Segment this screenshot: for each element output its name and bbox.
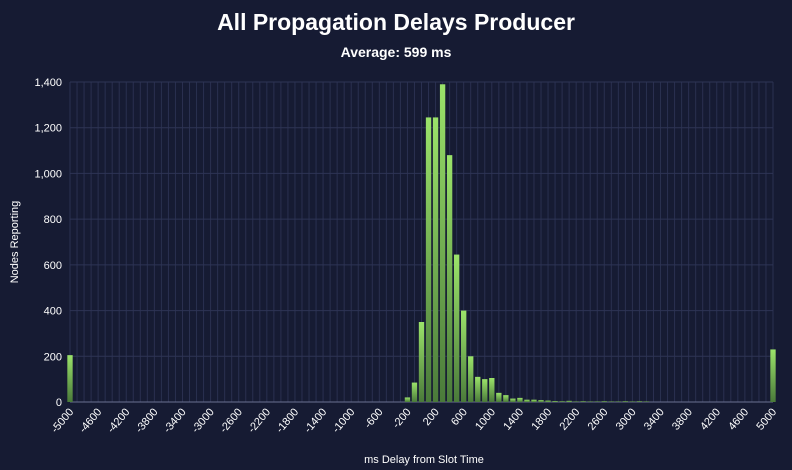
y-tick-label: 600 — [44, 260, 62, 272]
bar — [531, 399, 537, 402]
bar — [503, 395, 509, 402]
x-tick-label: -2600 — [218, 406, 245, 435]
y-axis-label: Nodes Reporting — [9, 201, 21, 284]
x-tick-label: -1800 — [274, 406, 301, 435]
chart-title: All Propagation Delays Producer — [217, 9, 575, 35]
y-tick-label: 400 — [44, 306, 62, 318]
x-tick-label: 600 — [449, 406, 470, 428]
x-tick-label: 1000 — [473, 406, 498, 432]
x-tick-label: -4200 — [105, 406, 132, 435]
y-tick-label: 800 — [44, 214, 62, 226]
x-tick-label: -3400 — [161, 406, 188, 435]
y-tick-label: 1,200 — [34, 123, 62, 135]
x-tick-label: 2200 — [558, 406, 583, 432]
x-tick-label: 1400 — [501, 406, 526, 432]
x-tick-label: 5000 — [754, 406, 779, 432]
bar — [446, 155, 453, 402]
y-tick-label: 200 — [44, 351, 62, 363]
y-tick-labels: 0 200 400 600 800 1,000 1,200 1,400 — [34, 77, 62, 409]
bar — [67, 355, 73, 402]
x-axis-label: ms Delay from Slot Time — [364, 454, 484, 466]
bar — [453, 254, 460, 402]
bar — [411, 382, 418, 402]
bar — [622, 401, 629, 402]
bar — [552, 401, 558, 402]
bar — [524, 399, 530, 402]
bar — [439, 84, 446, 403]
bar — [559, 401, 565, 402]
x-tick-label: 4200 — [698, 406, 723, 432]
bar — [538, 400, 544, 402]
x-tick-label: 4600 — [726, 406, 751, 432]
x-tick-label: -5000 — [49, 406, 76, 435]
bar — [404, 397, 411, 402]
x-tick-label: 1800 — [529, 406, 554, 432]
bar — [418, 322, 425, 402]
bar — [770, 349, 776, 402]
y-tick-label: 1,000 — [34, 168, 62, 180]
x-tick-label: -200 — [390, 406, 413, 431]
bar — [475, 376, 481, 402]
x-tick-label: 3800 — [670, 406, 695, 432]
bar — [636, 401, 643, 402]
bar — [566, 400, 572, 402]
bar — [482, 379, 488, 402]
bar — [468, 356, 474, 402]
bar — [461, 310, 467, 402]
bar — [489, 378, 495, 402]
bar — [432, 117, 439, 402]
y-tick-label: 0 — [56, 397, 62, 409]
bar — [545, 400, 551, 402]
chart-subtitle: Average: 599 ms — [341, 44, 452, 60]
x-tick-label: -1400 — [302, 406, 329, 435]
bar — [517, 397, 523, 402]
bar — [580, 401, 586, 402]
y-tick-label: 1,400 — [34, 77, 62, 89]
x-tick-label: -4600 — [77, 406, 104, 435]
x-tick-label: 3000 — [614, 406, 639, 432]
grid-lines — [69, 81, 774, 403]
x-tick-label: -1000 — [330, 406, 357, 435]
x-tick-label: -3800 — [133, 406, 160, 435]
bar — [601, 401, 607, 402]
bar — [510, 398, 516, 402]
bars — [67, 84, 776, 403]
x-tick-label: -600 — [362, 406, 385, 431]
x-tick-label: 2600 — [586, 406, 611, 432]
x-tick-label: 3400 — [642, 406, 667, 432]
x-tick-label: -2200 — [246, 406, 273, 435]
bar — [425, 117, 432, 402]
x-tick-label: -3000 — [190, 406, 217, 435]
bar — [496, 392, 502, 402]
x-tick-label: 200 — [421, 406, 442, 428]
x-tick-labels: -5000 -4600 -4200 -3800 -3400 -3000 -2600 -2200… — [49, 406, 779, 435]
